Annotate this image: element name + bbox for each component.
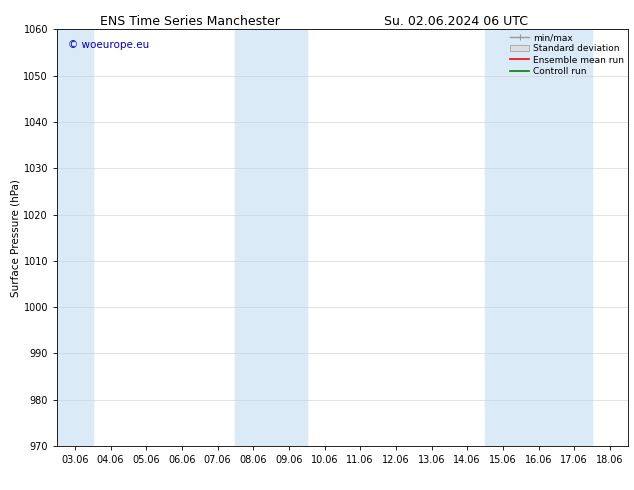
Text: Su. 02.06.2024 06 UTC: Su. 02.06.2024 06 UTC (384, 15, 529, 28)
Bar (57, 29, 93, 446)
Y-axis label: Surface Pressure (hPa): Surface Pressure (hPa) (11, 179, 21, 296)
Text: ENS Time Series Manchester: ENS Time Series Manchester (100, 15, 280, 28)
Legend: min/max, Standard deviation, Ensemble mean run, Controll run: min/max, Standard deviation, Ensemble me… (508, 31, 626, 77)
Bar (485, 29, 592, 446)
Bar (235, 29, 307, 446)
Text: © woeurope.eu: © woeurope.eu (68, 40, 150, 50)
